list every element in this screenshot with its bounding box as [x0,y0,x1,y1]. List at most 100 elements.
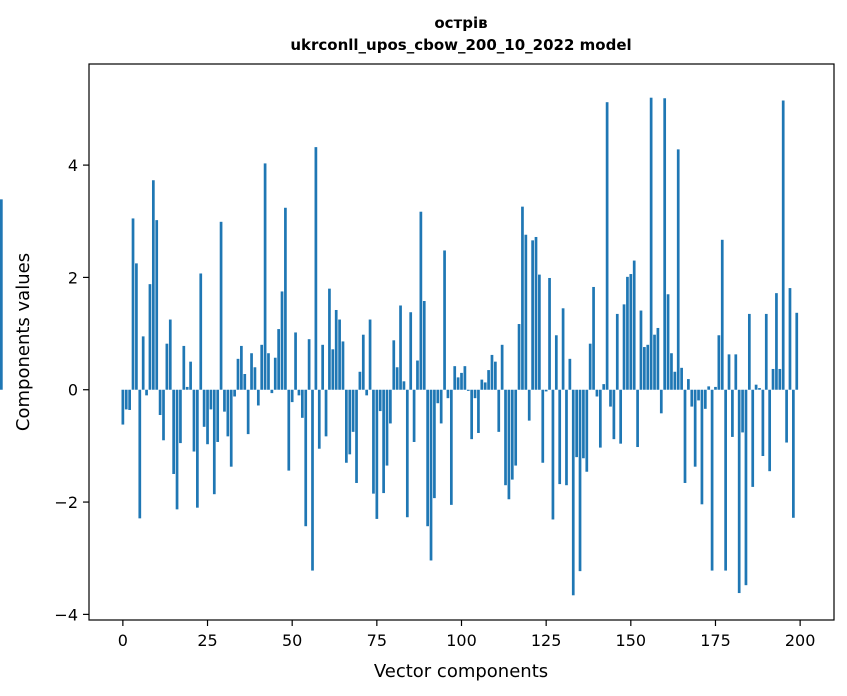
bar [138,389,142,519]
bar [240,345,243,390]
bar [389,389,392,424]
bar [185,386,189,390]
bar-series [0,97,799,596]
bar [402,381,406,390]
bar [443,250,446,390]
bar [334,309,338,390]
bar [385,389,389,466]
bar [355,389,358,483]
bar [605,102,609,390]
bar [490,354,494,390]
bar [324,389,328,437]
bar [504,389,507,486]
bar [778,368,782,390]
bar [460,372,463,390]
bar [446,389,450,399]
bar [626,276,629,390]
bar [575,389,578,458]
bar [287,389,291,471]
bar [263,163,267,390]
chart-title: острів [434,14,487,32]
bar [321,344,325,390]
bar [270,389,274,394]
bar [433,389,436,499]
bar [378,389,382,412]
bar [764,313,768,390]
x-tick-label: 200 [785,631,816,650]
bar [538,274,541,390]
bar [372,389,375,494]
bar [714,386,717,390]
bar [348,389,352,455]
bar [175,389,179,510]
bar [649,97,653,390]
bar [646,344,650,390]
bar [521,206,524,390]
y-axis-label: Components values [13,253,34,431]
bar [162,389,165,441]
bar [145,389,148,396]
bar [135,263,138,390]
bar [785,389,788,443]
bar [517,324,521,390]
bar [585,389,589,472]
bar [615,313,619,390]
bar [527,389,531,421]
bar [216,389,220,442]
bar [368,319,372,390]
bar [466,389,470,391]
bar [351,389,355,432]
bar [395,367,399,390]
bar [331,349,335,390]
bar [304,389,308,527]
bar [480,379,484,390]
bar [676,149,680,390]
bar [792,389,795,518]
bar [680,367,683,390]
bar [436,389,440,404]
bar [717,335,721,390]
bar [212,389,216,495]
bar [243,374,247,390]
bar [345,389,348,463]
bar [477,389,480,433]
bar [595,389,599,397]
bar [453,366,457,390]
bar [253,367,257,390]
bar [412,389,416,442]
bar [768,389,772,472]
bar [551,389,555,520]
bar [290,389,294,403]
bar [659,389,663,414]
bar [273,357,277,390]
bar [422,301,426,390]
x-axis-label: Vector components [374,661,548,682]
bar [629,274,633,390]
bar [236,358,240,390]
x-tick-label: 50 [282,631,302,650]
bar [693,389,697,467]
bar [199,273,203,390]
bar [592,286,595,390]
bar [182,345,186,390]
bar [399,305,402,390]
bar [514,389,518,466]
bar [409,312,413,390]
bar [172,389,176,474]
bar [341,341,345,390]
bar [307,339,311,390]
bar [141,336,145,390]
bar [568,358,572,390]
bar [365,389,369,396]
bar [151,180,155,390]
bar [670,353,673,390]
bar [524,234,528,390]
bar [541,389,545,463]
bar [510,389,514,480]
bar [155,220,159,390]
bar [429,389,433,561]
bar [724,389,727,571]
bar [707,386,711,390]
bar [0,199,3,390]
x-tick-label: 125 [531,631,562,650]
